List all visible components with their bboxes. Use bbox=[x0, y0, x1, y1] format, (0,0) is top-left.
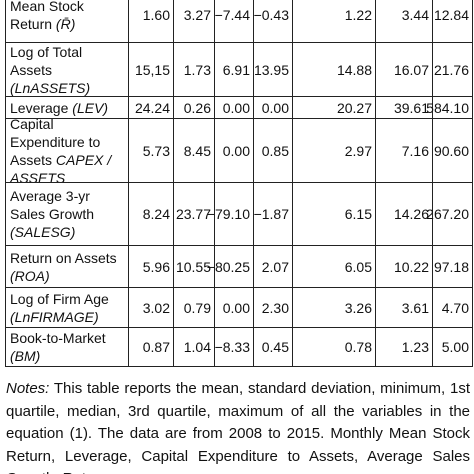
value-cell: 39.61 bbox=[375, 96, 433, 119]
value-cell: 5.00 bbox=[432, 327, 473, 367]
label: Leverage bbox=[10, 99, 69, 116]
abbr: (ROA) bbox=[10, 267, 50, 284]
value-cell: 6.15 bbox=[292, 182, 376, 246]
value-cell: 10.22 bbox=[375, 245, 433, 288]
value-cell: 20.27 bbox=[292, 96, 376, 119]
label: Log of Total Assets bbox=[10, 43, 83, 78]
value-cell: 0.85 bbox=[253, 118, 293, 183]
value-cell: 1.23 bbox=[375, 327, 433, 367]
label: Book-to-Market bbox=[10, 330, 106, 346]
value-cell: 2.97 bbox=[292, 118, 376, 183]
abbr: (LnFIRMAGE) bbox=[10, 308, 99, 325]
notes-lead: Notes: bbox=[6, 380, 50, 397]
label: Mean Stock Return bbox=[10, 0, 84, 32]
value-cell: −0.43 bbox=[253, 0, 293, 43]
label-text: Book-to-Market (BM) bbox=[10, 329, 124, 365]
value-cell: −7.44 bbox=[214, 0, 254, 43]
value-cell: 8.45 bbox=[173, 118, 215, 183]
value-cell: 3.26 bbox=[292, 287, 376, 328]
row-label: Mean Stock Return (R̄) bbox=[5, 0, 129, 43]
value-cell: 0.79 bbox=[173, 287, 215, 328]
value-cell: 584.10 bbox=[426, 96, 473, 119]
value-cell: 21.76 bbox=[432, 42, 473, 97]
value-cell: −8.33 bbox=[214, 327, 254, 367]
row-label: Book-to-Market (BM) bbox=[5, 327, 129, 367]
value-cell: 0.87 bbox=[128, 327, 174, 367]
label-text: Leverage (LEV) bbox=[10, 99, 108, 117]
value-cell: 8.24 bbox=[128, 182, 174, 246]
value-cell: 3.02 bbox=[128, 287, 174, 328]
value-cell: 1.04 bbox=[173, 327, 215, 367]
label-text: Capital Expenditure to Assets CAPEX / AS… bbox=[10, 115, 124, 187]
notes: Notes: This table reports the mean, stan… bbox=[6, 378, 470, 474]
value-cell: −80.25 bbox=[207, 245, 254, 288]
row-label: Capital Expenditure to Assets CAPEX / AS… bbox=[5, 116, 129, 186]
value-cell: 14.26 bbox=[375, 182, 433, 246]
value-cell: 3.27 bbox=[173, 0, 215, 43]
value-cell: 0.00 bbox=[214, 118, 254, 183]
value-cell: 267.20 bbox=[426, 182, 473, 246]
label: Log of Firm Age bbox=[10, 290, 109, 307]
value-cell: 1.60 bbox=[128, 0, 174, 43]
abbr: (LEV) bbox=[72, 99, 109, 116]
value-cell: 5.96 bbox=[128, 245, 174, 288]
value-cell: 2.07 bbox=[253, 245, 293, 288]
abbr: (LnASSETS) bbox=[10, 79, 91, 96]
value-cell: 3.44 bbox=[375, 0, 433, 43]
row-label: Log of Firm Age (LnFIRMAGE) bbox=[5, 287, 129, 328]
label: Capital Expenditure to Assets bbox=[10, 115, 101, 168]
label: Return on Assets bbox=[10, 249, 117, 266]
value-cell: 15,15 bbox=[128, 42, 174, 97]
abbr: (R̄) bbox=[55, 15, 76, 32]
value-cell: 5.73 bbox=[128, 118, 174, 183]
value-cell: 24.24 bbox=[128, 96, 174, 119]
value-cell: 0.00 bbox=[214, 96, 254, 119]
value-cell: 1.73 bbox=[173, 42, 215, 97]
value-cell: 7.16 bbox=[375, 118, 433, 183]
value-cell: −79.10 bbox=[207, 182, 254, 246]
label: Average 3-yr Sales Growth bbox=[10, 188, 95, 222]
row-label: Leverage (LEV) bbox=[5, 96, 129, 119]
value-cell: 6.05 bbox=[292, 245, 376, 288]
value-cell: 0.00 bbox=[253, 96, 293, 119]
value-cell: 16.07 bbox=[375, 42, 433, 97]
notes-text: This table reports the mean, standard de… bbox=[6, 380, 470, 474]
label-text: Mean Stock Return (R̄) bbox=[10, 0, 124, 33]
value-cell: 1.22 bbox=[292, 0, 376, 43]
value-cell: 0.26 bbox=[173, 96, 215, 119]
value-cell: 12.84 bbox=[432, 0, 473, 43]
label-text: Average 3-yr Sales Growth (SALESG) bbox=[10, 187, 124, 241]
value-cell: 13.95 bbox=[253, 42, 293, 97]
value-cell: 3.61 bbox=[375, 287, 433, 328]
row-label: Return on Assets (ROA) bbox=[5, 245, 129, 288]
abbr: (BM) bbox=[10, 348, 41, 364]
value-cell: 0.78 bbox=[292, 327, 376, 367]
value-cell: 4.70 bbox=[432, 287, 473, 328]
value-cell: 90.60 bbox=[432, 118, 473, 183]
label-text: Log of Total Assets (LnASSETS) bbox=[10, 43, 124, 97]
label-text: Return on Assets (ROA) bbox=[10, 249, 124, 285]
label-text: Log of Firm Age (LnFIRMAGE) bbox=[10, 290, 124, 326]
value-cell: −1.87 bbox=[253, 182, 293, 246]
value-cell: 0.00 bbox=[214, 287, 254, 328]
value-cell: 2.30 bbox=[253, 287, 293, 328]
value-cell: 6.91 bbox=[214, 42, 254, 97]
value-cell: 97.18 bbox=[432, 245, 473, 288]
abbr: (SALESG) bbox=[10, 224, 76, 240]
row-label: Log of Total Assets (LnASSETS) bbox=[5, 42, 129, 97]
abbr: CAPEX / ASSETS bbox=[10, 151, 112, 186]
value-cell: 14.88 bbox=[292, 42, 376, 97]
value-cell: 0.45 bbox=[253, 327, 293, 367]
row-label: Average 3-yr Sales Growth (SALESG) bbox=[5, 182, 129, 246]
